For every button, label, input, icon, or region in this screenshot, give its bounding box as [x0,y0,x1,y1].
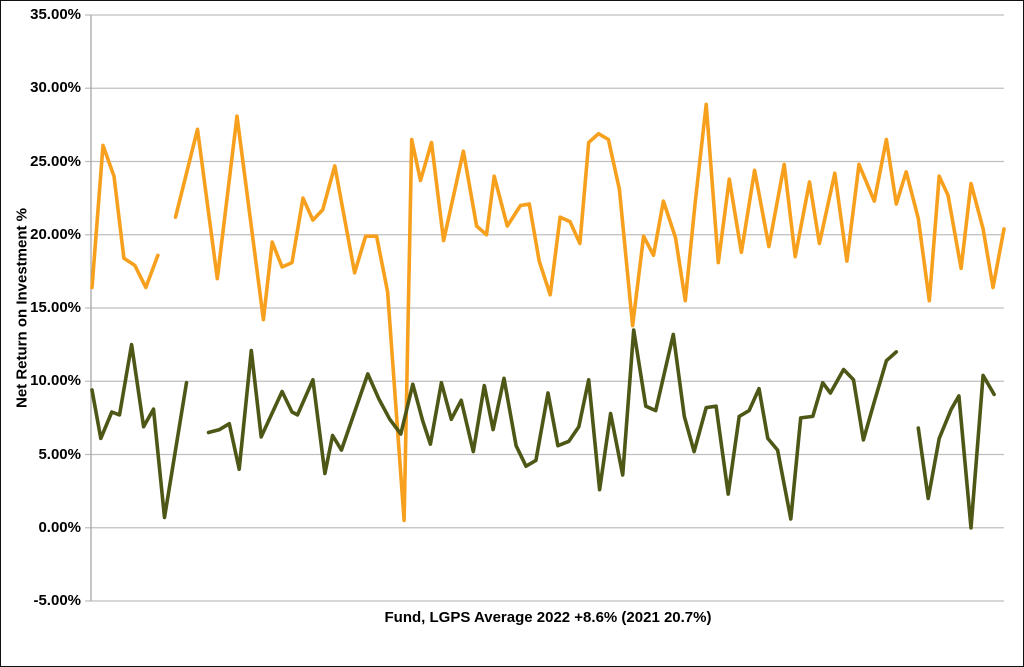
y-tick-label: 35.00% [30,6,81,23]
y-tick-label: -5.00% [33,592,81,609]
y-tick-label: 30.00% [30,79,81,97]
olive-series-line [90,342,189,520]
y-tick-label: 20.00% [30,225,81,243]
olive-series-line [206,328,899,521]
orange-series-line [173,102,1006,523]
olive-series-line [916,373,996,530]
y-axis-title: Net Return on Investment % [13,207,31,409]
y-tick-label: 0.00% [38,518,81,536]
y-tick-label: 5.00% [38,445,81,463]
y-tick-label: 25.00% [30,152,81,170]
orange-series-line [90,143,160,290]
y-tick-label: 10.00% [30,372,81,390]
y-tick-label: 15.00% [30,299,81,316]
x-axis-title: Fund, LGPS Average 2022 +8.6% (2021 20.7… [384,609,712,626]
